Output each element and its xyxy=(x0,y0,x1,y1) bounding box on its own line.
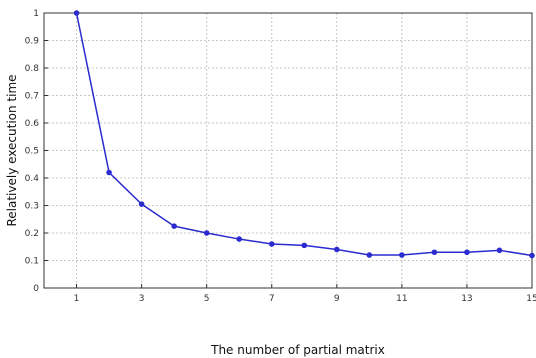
data-point xyxy=(399,252,405,258)
y-tick-label: 0.3 xyxy=(25,202,39,212)
x-tick-label: 11 xyxy=(396,294,407,304)
x-tick-label: 3 xyxy=(139,294,145,304)
y-axis-title: Relatively execution time xyxy=(5,74,19,226)
x-tick-label: 7 xyxy=(269,294,275,304)
data-point xyxy=(106,169,112,176)
y-tick-label: 0.8 xyxy=(25,64,40,74)
data-point xyxy=(366,252,373,258)
x-tick-label: 9 xyxy=(334,294,340,304)
data-point xyxy=(529,252,535,259)
y-tick-label: 0.6 xyxy=(25,119,40,129)
y-tick-label: 0.2 xyxy=(25,229,39,239)
y-tick-label: 1 xyxy=(33,9,39,19)
data-point xyxy=(333,246,340,253)
series-line xyxy=(75,12,533,257)
data-point xyxy=(301,242,308,249)
y-tick-label: 0.9 xyxy=(25,37,40,47)
x-tick-label: 13 xyxy=(461,294,472,304)
y-tick-label: 0.1 xyxy=(25,257,39,267)
y-tick-label: 0.7 xyxy=(25,92,39,102)
x-axis-title: The number of partial matrix xyxy=(210,343,385,357)
x-tick-label: 15 xyxy=(526,294,536,304)
data-point xyxy=(138,201,145,207)
data-point xyxy=(236,236,243,242)
data-point xyxy=(73,10,80,16)
data-point xyxy=(496,247,503,254)
y-tick-label: 0.4 xyxy=(25,174,40,184)
data-point xyxy=(464,249,470,256)
data-point xyxy=(203,230,210,236)
x-tick-label: 5 xyxy=(204,294,210,304)
y-tick-label: 0 xyxy=(33,284,39,294)
data-point xyxy=(171,223,177,229)
x-tick-label: 1 xyxy=(74,294,80,304)
series-layer xyxy=(73,10,535,259)
data-point xyxy=(268,241,275,247)
y-tick-label: 0.5 xyxy=(25,147,39,157)
grid xyxy=(44,13,532,288)
data-point xyxy=(431,249,438,256)
